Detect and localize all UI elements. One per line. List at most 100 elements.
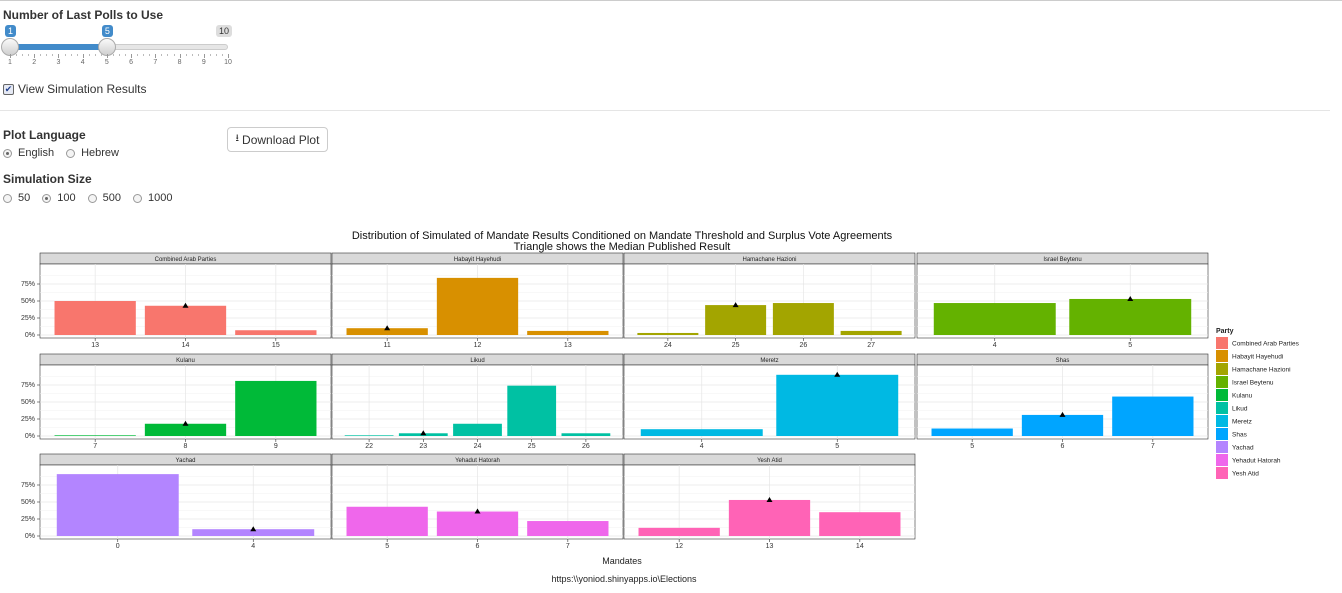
median-triangle bbox=[474, 508, 481, 514]
slider-minor-tick bbox=[221, 54, 223, 56]
slider-minor-tick bbox=[22, 54, 24, 56]
radio-hebrew-button[interactable] bbox=[66, 148, 76, 158]
x-tick-label: 14 bbox=[182, 342, 190, 349]
bar bbox=[453, 423, 502, 436]
download-plot-button[interactable]: ⭳ Download Plot bbox=[227, 127, 328, 152]
view-simulation-checkbox-row[interactable]: ✔ View Simulation Results bbox=[3, 82, 147, 96]
radio-english-button[interactable] bbox=[3, 148, 12, 158]
slider-minor-tick bbox=[215, 54, 217, 56]
legend-swatch bbox=[1216, 363, 1228, 375]
median-triangle bbox=[766, 496, 773, 502]
slider-minor-tick bbox=[167, 54, 169, 56]
facet-strip-label: Yehadut Hatorah bbox=[455, 458, 500, 464]
slider-tick bbox=[179, 54, 181, 58]
x-tick-label: 24 bbox=[474, 443, 482, 450]
radio-size-100-button[interactable] bbox=[42, 193, 52, 203]
radio-hebrew[interactable]: Hebrew bbox=[66, 147, 119, 159]
y-tick-label: 25% bbox=[21, 315, 35, 322]
bar bbox=[235, 380, 317, 436]
slider-minor-tick bbox=[28, 54, 30, 56]
download-plot-label: Download Plot bbox=[242, 132, 320, 147]
view-simulation-checkbox[interactable]: ✔ bbox=[3, 83, 14, 95]
slider-minor-tick bbox=[209, 54, 211, 56]
radio-size-50[interactable]: 50 bbox=[3, 192, 30, 204]
mandate-distribution-plot: Distribution of Simulated of Mandate Res… bbox=[21, 230, 1300, 584]
y-tick-label: 50% bbox=[21, 499, 35, 506]
x-tick-label: 13 bbox=[564, 342, 572, 349]
bar bbox=[1112, 396, 1194, 436]
polls-slider-label: Number of Last Polls to Use bbox=[3, 8, 164, 22]
slider-tick bbox=[155, 54, 157, 58]
bar bbox=[54, 301, 136, 335]
radio-size-50-button[interactable] bbox=[3, 193, 12, 203]
slider-tick bbox=[58, 54, 60, 58]
bar bbox=[776, 374, 899, 436]
slider-tick bbox=[82, 54, 84, 58]
radio-hebrew-label: Hebrew bbox=[81, 147, 119, 159]
x-tick-label: 13 bbox=[766, 543, 774, 550]
legend-swatch bbox=[1216, 454, 1228, 466]
x-tick-label: 8 bbox=[184, 443, 188, 450]
x-tick-label: 7 bbox=[566, 543, 570, 550]
x-tick-label: 26 bbox=[582, 443, 590, 450]
bar bbox=[819, 512, 901, 536]
x-tick-label: 7 bbox=[93, 443, 97, 450]
bar bbox=[144, 423, 227, 436]
slider-tick-label: 9 bbox=[201, 59, 206, 66]
bar bbox=[772, 303, 834, 335]
slider-tick-label: 2 bbox=[32, 59, 37, 66]
slider-tick-label: 5 bbox=[104, 59, 109, 66]
median-triangle bbox=[384, 325, 391, 331]
y-tick-label: 50% bbox=[21, 399, 35, 406]
radio-size-100[interactable]: 100 bbox=[42, 192, 76, 204]
bar bbox=[931, 428, 1013, 436]
bar bbox=[705, 305, 767, 335]
x-tick-label: 4 bbox=[993, 342, 997, 349]
bar bbox=[527, 330, 609, 335]
x-tick-label: 0 bbox=[116, 543, 120, 550]
bar bbox=[436, 511, 519, 536]
slider-selected-range[interactable] bbox=[10, 44, 107, 50]
radio-size-500-label: 500 bbox=[102, 192, 121, 204]
x-tick-label: 24 bbox=[664, 342, 672, 349]
view-simulation-label: View Simulation Results bbox=[18, 82, 147, 96]
slider-minor-tick bbox=[94, 54, 96, 56]
polls-range-slider[interactable]: 1 2 3 4 5 6 7 8 9 10 bbox=[1, 38, 232, 70]
y-tick-label: 75% bbox=[21, 482, 35, 489]
radio-english[interactable]: English bbox=[3, 147, 54, 159]
bar bbox=[346, 328, 428, 335]
radio-size-1000-button[interactable] bbox=[132, 193, 142, 203]
legend-label: Yehadut Hatorah bbox=[1232, 458, 1281, 465]
x-tick-label: 5 bbox=[835, 443, 839, 450]
slider-minor-tick bbox=[173, 54, 175, 56]
bar bbox=[933, 303, 1056, 335]
slider-minor-tick bbox=[191, 54, 193, 56]
legend-label: Combined Arab Parties bbox=[1232, 341, 1300, 348]
language-radio-group: English Hebrew bbox=[3, 147, 131, 159]
slider-minor-tick bbox=[161, 54, 163, 56]
sim-size-radio-group: 50 100 500 1000 bbox=[3, 192, 184, 204]
x-tick-label: 5 bbox=[385, 543, 389, 550]
radio-size-500-button[interactable] bbox=[87, 193, 97, 203]
radio-size-1000[interactable]: 1000 bbox=[132, 192, 172, 204]
bar bbox=[344, 435, 394, 436]
x-tick-label: 6 bbox=[476, 543, 480, 550]
median-triangle bbox=[182, 302, 189, 308]
facet-strip-label: Likud bbox=[470, 358, 484, 364]
facet-strip-label: Israel Beytenu bbox=[1043, 257, 1081, 263]
plot-subtitle: Triangle shows the Median Published Resu… bbox=[514, 241, 731, 253]
slider-minor-tick bbox=[112, 54, 114, 56]
x-tick-label: 6 bbox=[1061, 443, 1065, 450]
x-tick-label: 27 bbox=[867, 342, 875, 349]
median-triangle bbox=[732, 302, 739, 308]
x-tick-label: 5 bbox=[1128, 342, 1132, 349]
slider-minor-tick bbox=[40, 54, 42, 56]
radio-size-500[interactable]: 500 bbox=[87, 192, 121, 204]
slider-tick-label: 4 bbox=[80, 59, 85, 66]
slider-minor-tick bbox=[76, 54, 78, 56]
median-triangle bbox=[420, 430, 427, 436]
median-triangle bbox=[834, 371, 841, 377]
slider-to-value: 5 bbox=[101, 25, 113, 37]
slider-tick-label: 8 bbox=[177, 59, 182, 66]
legend-swatch bbox=[1216, 376, 1228, 388]
